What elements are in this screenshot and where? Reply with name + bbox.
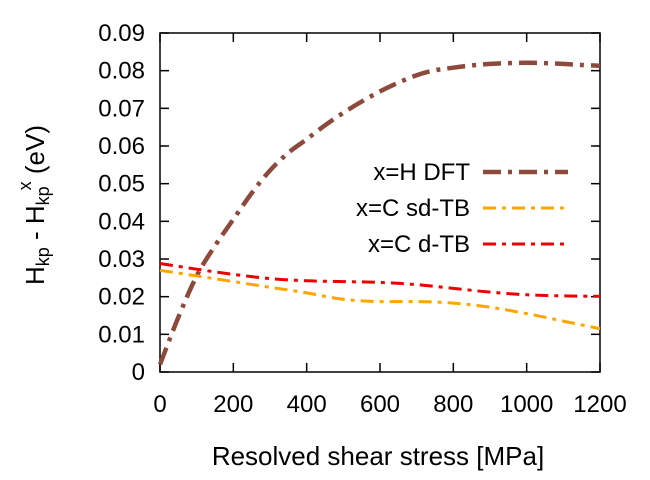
y-tick-label: 0.06 (98, 133, 145, 160)
x-tick-label: 800 (433, 391, 473, 418)
x-tick-labels: 0 200 400 600 800 1000 1200 (153, 391, 626, 418)
y-tick-label: 0.07 (98, 95, 145, 122)
series-lines (157, 60, 601, 366)
legend-label: x=C d-TB (368, 231, 470, 258)
y-tick-label: 0.05 (98, 171, 145, 198)
y-tick-labels: 0 0.01 0.02 0.03 0.04 0.05 0.06 0.07 0.08 0.09 (98, 20, 145, 386)
y-tick-label: 0.09 (98, 20, 145, 47)
series-line (159, 262, 601, 298)
y-tick-label: 0 (132, 359, 145, 386)
y-tick-label: 0.04 (98, 208, 145, 235)
x-axis-title: Resolved shear stress [MPa] (212, 441, 544, 471)
series-line (159, 268, 601, 331)
y-tick-label: 0.08 (98, 58, 145, 85)
y-tick-label: 0.01 (98, 321, 145, 348)
y-axis-title-h1: H (20, 266, 50, 285)
x-tick-label: 1000 (500, 391, 553, 418)
x-tick-label: 200 (213, 391, 253, 418)
y-axis-title-unit: (eV) (20, 125, 50, 181)
y-tick-label: 0.02 (98, 284, 145, 311)
series-line (157, 60, 601, 366)
legend-label: x=H DFT (373, 159, 470, 186)
legend: x=H DFT x=C sd-TB x=C d-TB (356, 159, 568, 258)
x-tick-label: 400 (287, 391, 327, 418)
x-tick-label: 600 (360, 391, 400, 418)
y-tick-label: 0.03 (98, 246, 145, 273)
x-tick-label: 1200 (573, 391, 626, 418)
y-axis-title-sup2: x (15, 181, 35, 190)
axis-ticks (159, 32, 601, 373)
x-tick-label: 0 (153, 391, 166, 418)
y-axis-title-mid: - H (20, 205, 50, 247)
y-axis-title: Hkp - Hkpx (eV) (15, 125, 53, 285)
y-axis-title-sub1: kp (33, 247, 53, 266)
legend-label: x=C sd-TB (356, 195, 470, 222)
y-axis-title-sub2: kp (33, 186, 53, 205)
